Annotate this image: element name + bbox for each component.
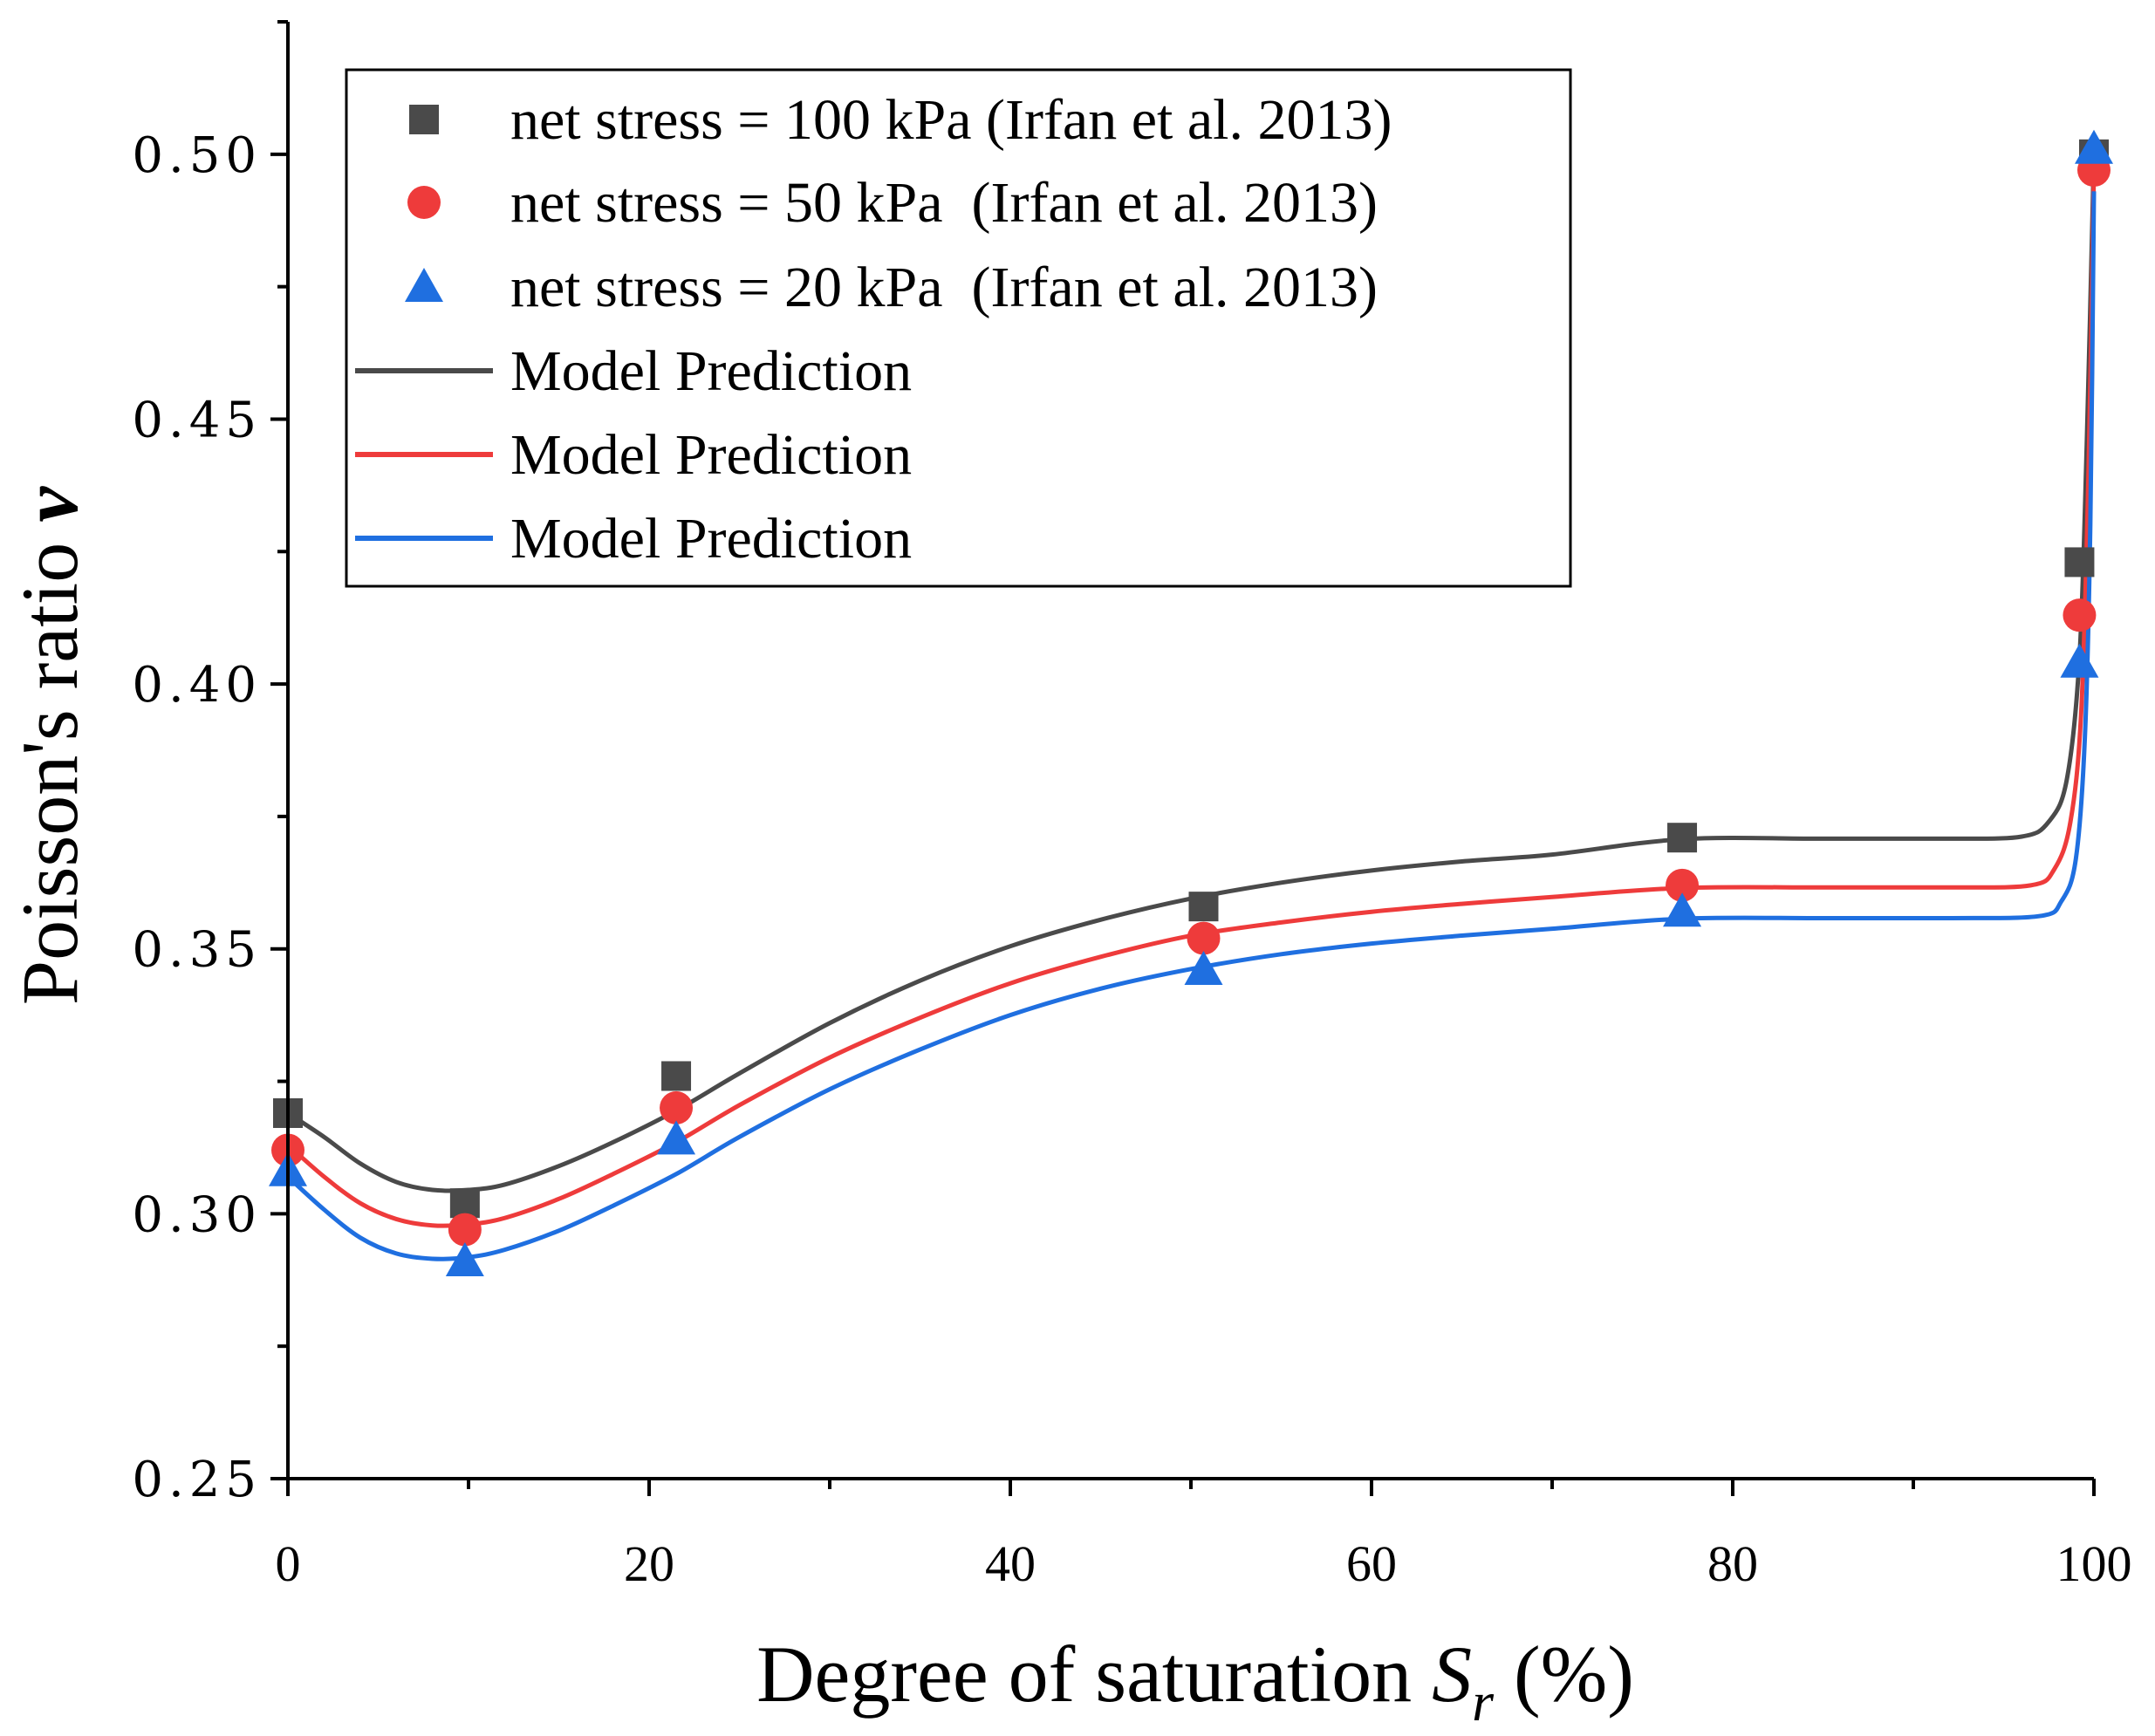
data-point-triangle-3 — [1184, 951, 1223, 986]
model-line-1 — [286, 169, 2097, 1228]
x-axis-title-subscript: r — [1472, 1671, 1495, 1733]
y-tick-label-0: 0.25 — [132, 1452, 262, 1508]
plot-area — [269, 129, 2113, 1277]
x-tick-label-1: 20 — [624, 1535, 674, 1592]
y-axis-title-text: Poisson's ratio — [5, 543, 94, 1005]
model-line-2 — [286, 191, 2097, 1261]
data-point-triangle-4 — [1663, 892, 1702, 927]
data-point-triangle-1 — [445, 1242, 484, 1277]
data-point-square-2 — [661, 1061, 692, 1091]
y-tick-label-5: 0.50 — [132, 127, 262, 184]
x-axis-title: Degree of saturation Sr (%) — [756, 1630, 1634, 1733]
data-point-circle-5 — [2063, 598, 2097, 632]
x-tick-label-3: 60 — [1346, 1535, 1397, 1592]
legend-label-5: Model Prediction — [510, 507, 912, 571]
x-tick-label-2: 40 — [985, 1535, 1036, 1592]
legend-label-4: Model Prediction — [510, 423, 912, 487]
y-tick-label-1: 0.30 — [132, 1186, 262, 1243]
data-point-triangle-2 — [657, 1120, 696, 1155]
y-axis-title-symbol: v — [5, 486, 94, 523]
model-line-0 — [286, 154, 2097, 1193]
data-point-triangle-5 — [2060, 643, 2099, 678]
y-axis-title: Poisson's ratio v — [5, 486, 94, 1005]
ticks: 0 20 40 60 80 100 0.25 0.30 0.35 0.40 0.45 0.50 — [132, 20, 2132, 1592]
x-tick-label-0: 0 — [276, 1535, 301, 1592]
data-point-square-1 — [449, 1188, 480, 1219]
legend-box — [345, 68, 1572, 588]
y-tick-label-3: 0.40 — [132, 657, 262, 714]
y-tick-label-4: 0.45 — [132, 392, 262, 448]
y-tick-label-2: 0.35 — [132, 922, 262, 979]
data-point-circle-3 — [1187, 921, 1221, 955]
x-axis-title-text: Degree of saturation — [756, 1630, 1412, 1719]
data-point-triangle-6 — [2075, 129, 2113, 164]
data-point-square-5 — [2064, 547, 2095, 578]
data-point-square-4 — [1667, 823, 1698, 853]
data-point-circle-1 — [448, 1213, 482, 1247]
data-point-circle-4 — [1666, 868, 1700, 902]
x-axis-title-unit: (%) — [1514, 1630, 1634, 1719]
legend-marker-0 — [409, 105, 439, 134]
legend-marker-1 — [407, 186, 441, 219]
legend-label-3: Model Prediction — [510, 339, 912, 403]
data-point-square-3 — [1188, 892, 1219, 922]
x-tick-label-4: 80 — [1707, 1535, 1758, 1592]
legend-label-0: net stress = 100 kPa (Irfan et al. 2013) — [510, 88, 1392, 152]
data-point-circle-2 — [660, 1090, 694, 1124]
legend: net stress = 100 kPa (Irfan et al. 2013)… — [345, 68, 1572, 588]
legend-label-1: net stress = 50 kPa (Irfan et al. 2013) — [510, 171, 1378, 235]
x-tick-label-5: 100 — [2056, 1535, 2132, 1592]
legend-marker-2 — [405, 268, 443, 302]
legend-label-2: net stress = 20 kPa (Irfan et al. 2013) — [510, 256, 1378, 319]
x-axis-title-symbol: S — [1432, 1630, 1472, 1719]
